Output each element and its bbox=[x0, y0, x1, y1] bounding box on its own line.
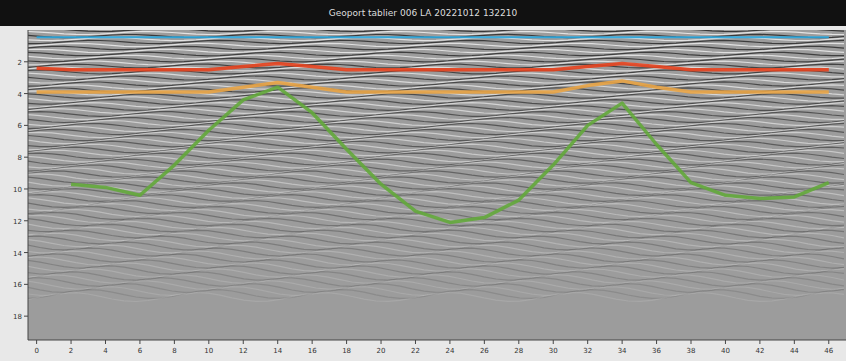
texture bbox=[28, 138, 844, 143]
y-axis bbox=[28, 30, 29, 340]
y-tick-label: 8 bbox=[18, 154, 22, 162]
x-tick-label: 46 bbox=[824, 347, 833, 355]
x-tick-label: 24 bbox=[445, 347, 454, 355]
y-tick bbox=[24, 316, 28, 317]
texture bbox=[28, 55, 844, 59]
y-tick-label: 18 bbox=[13, 313, 22, 321]
x-tick bbox=[105, 340, 106, 344]
x-tick-label: 0 bbox=[34, 347, 38, 355]
texture bbox=[28, 40, 844, 43]
x-tick bbox=[346, 340, 347, 344]
y-tick bbox=[24, 188, 28, 189]
x-tick-label: 6 bbox=[138, 347, 143, 355]
texture bbox=[28, 198, 844, 205]
x-tick-label: 26 bbox=[480, 347, 489, 355]
x-tick-label: 28 bbox=[514, 347, 523, 355]
y-tick bbox=[24, 284, 28, 285]
x-tick-label: 20 bbox=[377, 347, 386, 355]
texture bbox=[28, 159, 844, 165]
horizon-line bbox=[71, 87, 829, 222]
x-tick-label: 22 bbox=[411, 347, 420, 355]
y-tick-label: 4 bbox=[18, 91, 23, 99]
y-tick bbox=[24, 220, 28, 221]
y-tick-label: 16 bbox=[13, 281, 22, 289]
x-axis bbox=[28, 340, 846, 341]
x-tick-label: 2 bbox=[69, 347, 73, 355]
x-tick-label: 34 bbox=[618, 347, 627, 355]
x-tick bbox=[208, 340, 209, 344]
x-tick bbox=[828, 340, 829, 344]
x-tick bbox=[71, 340, 72, 344]
texture bbox=[28, 278, 844, 287]
x-tick bbox=[174, 340, 175, 344]
x-tick-label: 8 bbox=[172, 347, 176, 355]
x-tick-label: 14 bbox=[273, 347, 282, 355]
y-tick bbox=[24, 157, 28, 158]
title: Geoport tablier 006 LA 20221012 132210 bbox=[329, 8, 518, 18]
x-tick-label: 18 bbox=[342, 347, 351, 355]
x-tick-label: 36 bbox=[652, 347, 661, 355]
y-tick-label: 12 bbox=[13, 218, 22, 226]
x-tick bbox=[622, 340, 623, 344]
texture bbox=[28, 257, 844, 265]
chart: Geoport tablier 006 LA 20221012 13221024… bbox=[0, 0, 846, 361]
x-tick bbox=[553, 340, 554, 344]
x-tick bbox=[484, 340, 485, 344]
y-tick-label: 14 bbox=[13, 250, 22, 258]
x-tick bbox=[277, 340, 278, 344]
texture bbox=[28, 293, 844, 302]
x-tick bbox=[656, 340, 657, 344]
x-tick bbox=[312, 340, 313, 344]
y-tick bbox=[24, 252, 28, 253]
y-tick-label: 6 bbox=[18, 122, 23, 130]
x-tick bbox=[725, 340, 726, 344]
x-tick bbox=[518, 340, 519, 344]
horizon-line bbox=[37, 81, 829, 92]
x-tick bbox=[691, 340, 692, 344]
horizon-line bbox=[37, 36, 829, 38]
texture bbox=[28, 165, 844, 171]
texture bbox=[28, 34, 844, 37]
y-tick bbox=[24, 125, 28, 126]
radargram bbox=[28, 30, 846, 340]
x-tick-label: 32 bbox=[583, 347, 592, 355]
x-tick-label: 4 bbox=[103, 347, 108, 355]
x-tick-label: 16 bbox=[308, 347, 317, 355]
x-tick bbox=[139, 340, 140, 344]
x-tick bbox=[759, 340, 760, 344]
texture bbox=[28, 112, 844, 117]
y-tick bbox=[24, 93, 28, 94]
x-tick-label: 40 bbox=[721, 347, 730, 355]
texture bbox=[28, 73, 844, 77]
background bbox=[0, 0, 846, 361]
y-tick bbox=[24, 61, 28, 62]
horizon-line bbox=[37, 63, 829, 69]
x-tick bbox=[587, 340, 588, 344]
x-tick-label: 30 bbox=[549, 347, 558, 355]
texture bbox=[28, 32, 844, 35]
horizons bbox=[37, 37, 829, 222]
y-tick-label: 2 bbox=[18, 59, 22, 67]
y-tick-label: 10 bbox=[13, 186, 22, 194]
x-tick-label: 44 bbox=[790, 347, 799, 355]
x-tick bbox=[36, 340, 37, 344]
texture bbox=[28, 52, 844, 56]
x-tick bbox=[415, 340, 416, 344]
x-tick bbox=[794, 340, 795, 344]
plot-area bbox=[28, 30, 846, 340]
x-tick bbox=[449, 340, 450, 344]
x-tick-label: 42 bbox=[755, 347, 764, 355]
x-tick-label: 38 bbox=[687, 347, 696, 355]
texture bbox=[28, 100, 844, 105]
x-tick-label: 10 bbox=[204, 347, 213, 355]
x-tick bbox=[243, 340, 244, 344]
texture bbox=[28, 85, 844, 89]
title-bar bbox=[0, 0, 846, 26]
x-tick-label: 12 bbox=[239, 347, 248, 355]
x-tick bbox=[381, 340, 382, 344]
